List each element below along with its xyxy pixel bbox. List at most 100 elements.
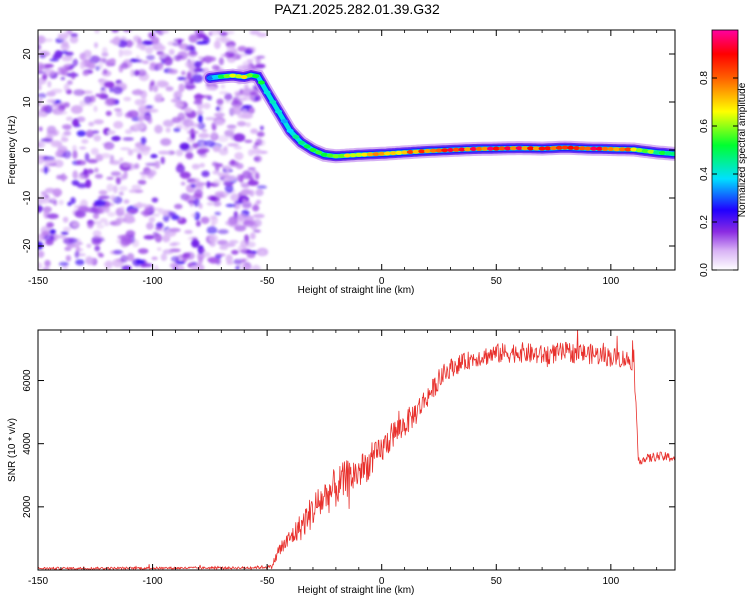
heatmap-noise-blob bbox=[99, 57, 104, 63]
heatmap-noise-blob bbox=[224, 184, 234, 194]
heatmap-noise-blob bbox=[244, 49, 253, 55]
heatmap-noise-blob bbox=[70, 105, 83, 114]
heatmap-noise-blob bbox=[102, 68, 108, 75]
heatmap-noise-blob bbox=[157, 81, 170, 87]
heatmap-ridge-cell bbox=[269, 100, 277, 104]
heatmap-noise-blob bbox=[110, 195, 116, 202]
heatmap-noise-blob bbox=[231, 99, 243, 108]
heatmap-noise-blob bbox=[62, 175, 68, 180]
heatmap-noise-blob bbox=[94, 42, 98, 49]
heatmap-noise-blob bbox=[256, 131, 265, 137]
heatmap-noise-blob bbox=[140, 175, 147, 179]
heatmap-noise-blob bbox=[81, 139, 89, 144]
heatmap-noise-blob bbox=[107, 211, 116, 217]
heatmap-noise-blob bbox=[256, 199, 261, 205]
heatmap-noise-blob bbox=[42, 38, 54, 42]
heatmap-noise-blob bbox=[245, 236, 250, 245]
heatmap-noise-blob bbox=[199, 248, 206, 253]
heatmap-noise-blob bbox=[153, 30, 160, 33]
heatmap-ridge-cell bbox=[464, 147, 472, 152]
heatmap-noise-blob bbox=[237, 45, 247, 52]
heatmap-noise-blob bbox=[215, 106, 221, 112]
heatmap-noise-blob bbox=[191, 163, 200, 170]
heatmap-noise-blob bbox=[191, 74, 204, 83]
heatmap-noise-blob bbox=[237, 97, 247, 102]
heatmap-noise-blob bbox=[169, 262, 179, 269]
heatmap-noise-blob bbox=[61, 132, 66, 140]
heatmap-noise-blob bbox=[145, 46, 154, 55]
heatmap-ridge-cell bbox=[389, 151, 397, 156]
heatmap-noise-blob bbox=[94, 167, 99, 173]
heatmap-noise-blob bbox=[134, 99, 146, 106]
heatmap-noise-blob bbox=[60, 76, 66, 81]
heatmap-noise-blob bbox=[225, 165, 231, 173]
heatmap-x-axis-label: Height of straight line (km) bbox=[298, 285, 415, 296]
heatmap-noise-blob bbox=[214, 162, 220, 172]
heatmap-noise-blob bbox=[225, 254, 233, 263]
heatmap-noise-blob bbox=[40, 105, 48, 112]
heatmap-noise-blob bbox=[106, 183, 114, 192]
heatmap-noise-blob bbox=[71, 119, 79, 127]
heatmap-ridge-cell bbox=[458, 147, 466, 152]
heatmap-ridge-cell bbox=[487, 146, 494, 151]
heatmap-noise-blob bbox=[152, 231, 159, 237]
heatmap-noise-blob bbox=[235, 92, 241, 96]
heatmap-noise-blob bbox=[208, 234, 219, 244]
heatmap-noise-blob bbox=[231, 249, 239, 255]
heatmap-noise-blob bbox=[38, 262, 43, 270]
heatmap-ridge-cell bbox=[263, 90, 271, 95]
heatmap-noise-blob bbox=[256, 55, 265, 59]
heatmap-noise-blob bbox=[137, 153, 142, 160]
heatmap-noise-blob bbox=[54, 71, 66, 75]
heatmap-noise-blob bbox=[110, 171, 121, 177]
heatmap-noise-blob bbox=[54, 50, 63, 59]
heatmap-noise-blob bbox=[214, 40, 221, 50]
heatmap-ridge-cell bbox=[361, 152, 368, 157]
heatmap-ridge-cell bbox=[372, 152, 380, 157]
heatmap-noise-blob bbox=[124, 129, 133, 135]
heatmap-noise-blob bbox=[85, 257, 96, 266]
heatmap-noise-blob bbox=[163, 212, 169, 217]
heatmap-noise-blob bbox=[242, 105, 253, 109]
heatmap-noise-blob bbox=[76, 242, 84, 246]
snr-panel: -150 -100 -50 0 50 100 2000 4000 6000 Height of… bbox=[7, 329, 676, 596]
heatmap-noise-blob bbox=[120, 49, 133, 56]
heatmap-noise-blob bbox=[73, 89, 85, 96]
heatmap-noise-blob bbox=[155, 222, 164, 229]
heatmap-noise-blob bbox=[209, 196, 217, 202]
heatmap-x-tick-label: 100 bbox=[602, 276, 619, 287]
snr-x-tick-label: -100 bbox=[143, 576, 163, 587]
heatmap-x-tick-label: -150 bbox=[28, 276, 48, 287]
heatmap-noise-blob bbox=[197, 256, 203, 265]
heatmap-noise-blob bbox=[187, 50, 198, 58]
heatmap-noise-blob bbox=[173, 103, 184, 107]
heatmap-noise-blob bbox=[40, 191, 47, 196]
heatmap-noise-blob bbox=[72, 145, 77, 153]
heatmap-noise-blob bbox=[152, 213, 160, 217]
heatmap-noise-blob bbox=[196, 148, 207, 155]
heatmap-noise-blob bbox=[206, 56, 217, 62]
heatmap-y-tick-label: 0 bbox=[22, 147, 33, 153]
heatmap-noise-blob bbox=[225, 220, 236, 226]
colorbar-label: Normalized spectral amplitude bbox=[737, 82, 748, 217]
heatmap-noise-blob bbox=[174, 90, 183, 100]
heatmap-noise-blob bbox=[113, 121, 124, 129]
snr-plot-area bbox=[38, 330, 675, 570]
heatmap-x-tick-label: 0 bbox=[379, 276, 385, 287]
heatmap-ridge-cell bbox=[578, 146, 586, 151]
heatmap-noise-blob bbox=[93, 105, 98, 112]
heatmap-noise-blob bbox=[251, 148, 262, 155]
heatmap-noise-blob bbox=[183, 195, 195, 203]
heatmap-noise-blob bbox=[91, 221, 103, 225]
heatmap-noise-blob bbox=[38, 50, 51, 57]
heatmap-noise-blob bbox=[115, 177, 121, 185]
heatmap-noise-blob bbox=[214, 191, 227, 198]
colorbar-frame bbox=[711, 29, 739, 271]
heatmap-noise-blob bbox=[46, 130, 58, 137]
heatmap-noise-blob bbox=[250, 128, 258, 134]
heatmap-noise-blob bbox=[203, 140, 216, 147]
heatmap-noise-blob bbox=[77, 205, 90, 212]
heatmap-noise-blob bbox=[49, 104, 61, 108]
heatmap-noise-blob bbox=[223, 243, 236, 247]
heatmap-ridge-cell bbox=[446, 148, 454, 152]
